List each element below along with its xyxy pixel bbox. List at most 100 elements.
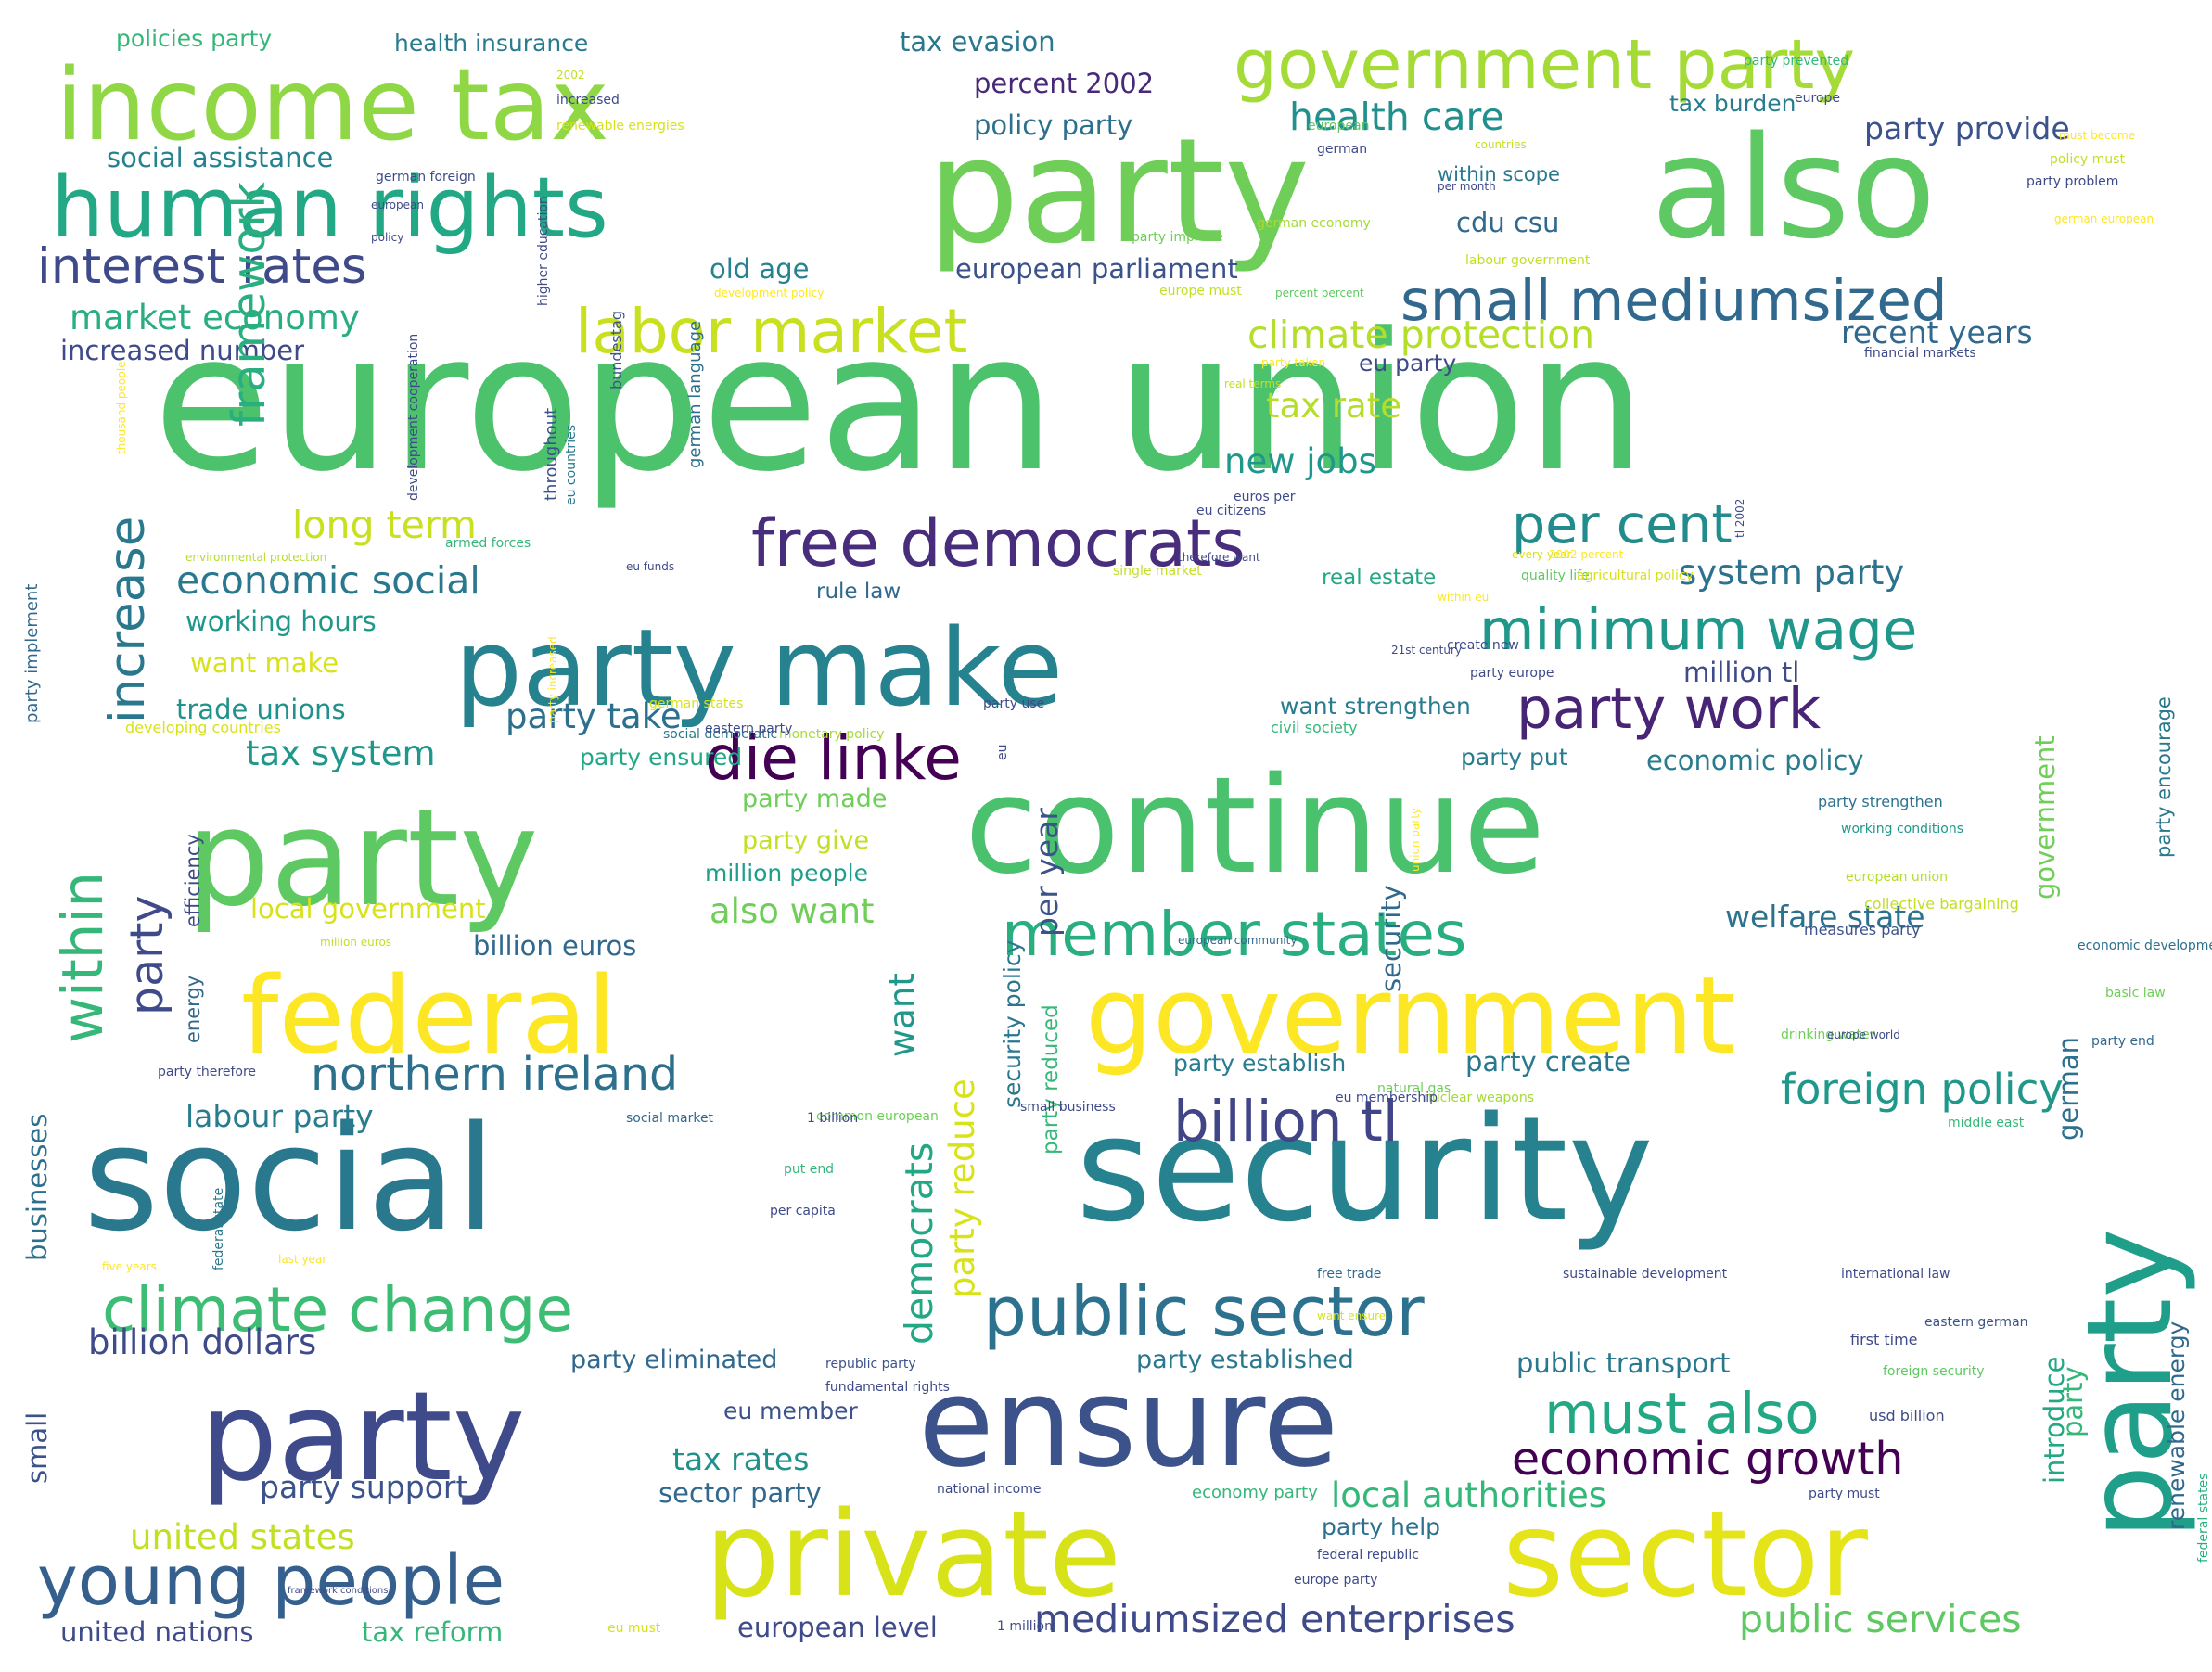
cloud-word-renewable-energies: renewable energies (556, 119, 684, 134)
cloud-word-party-provide: party provide (1864, 110, 2070, 147)
cloud-word-german-states: german states (649, 696, 743, 711)
cloud-word-increased-number: increased number (60, 335, 304, 366)
cloud-word-million-people: million people (705, 860, 868, 887)
cloud-word-party-reduce: party reduce (942, 1079, 982, 1298)
cloud-word-bundestag: bundestag (607, 311, 625, 389)
cloud-word-system-party: system party (1679, 553, 1904, 593)
cloud-word-nuclear-weapons: nuclear weapons (1424, 1091, 1534, 1105)
cloud-word-social-assistance: social assistance (107, 142, 333, 173)
cloud-word-market-economy: market economy (70, 298, 360, 338)
cloud-word-continue: continue (965, 747, 1545, 903)
cloud-word-party-strengthen: party strengthen (1818, 793, 1943, 810)
cloud-word-union-party: union party (1409, 808, 1422, 872)
cloud-word-tl-2002: tl 2002 (1733, 499, 1746, 538)
cloud-word-single-market: single market (1113, 564, 1202, 579)
cloud-word-quality-life: quality life (1521, 568, 1590, 583)
cloud-word-per-month: per month (1438, 180, 1496, 193)
cloud-word-tax-evasion: tax evasion (900, 26, 1055, 57)
cloud-word-sustainable-development: sustainable development (1563, 1267, 1728, 1282)
cloud-word-party-prevented: party prevented (1744, 54, 1848, 69)
cloud-word-party-encourage: party encourage (2153, 696, 2175, 858)
cloud-word-tax-burden: tax burden (1669, 90, 1796, 117)
cloud-word-framework: framework (223, 181, 275, 427)
cloud-word-billion-euros: billion euros (473, 930, 636, 962)
cloud-word-party-taken: party taken (1261, 356, 1325, 369)
cloud-word-civil-society: civil society (1271, 719, 1358, 736)
cloud-word-party-therefore: party therefore (158, 1065, 256, 1079)
cloud-word-federal-states: federal states (2196, 1474, 2211, 1563)
cloud-word-2002: 2002 (556, 69, 585, 82)
cloud-word-eu: eu (995, 745, 1010, 761)
cloud-word-party-end: party end (2091, 1034, 2154, 1049)
cloud-word-local-government: local government (250, 893, 486, 925)
cloud-word-party-eliminated: party eliminated (570, 1346, 777, 1374)
cloud-word-public-transport: public transport (1516, 1347, 1730, 1379)
cloud-word-economy-party: economy party (1192, 1483, 1318, 1502)
cloud-word-security: security (1076, 1085, 1654, 1254)
cloud-word-per-cent: per cent (1512, 494, 1733, 555)
cloud-word-social: social (83, 1094, 496, 1263)
cloud-word-per-year: per year (1029, 808, 1065, 937)
cloud-word-21st-century: 21st century (1391, 644, 1462, 657)
cloud-word-party-improve: party improve (1132, 230, 1223, 245)
cloud-word-drinking-water: drinking water (1781, 1027, 1875, 1042)
cloud-word-democrats: democrats (897, 1142, 941, 1345)
cloud-word-increased: increased (556, 93, 620, 108)
cloud-word-party-help: party help (1322, 1513, 1440, 1540)
cloud-word-increase: increase (99, 517, 156, 723)
cloud-word-party-make: party make (454, 606, 1063, 731)
cloud-word-public-sector: public sector (983, 1272, 1425, 1352)
cloud-word-within-scope: within scope (1438, 163, 1560, 185)
cloud-word-small-mediumsized: small mediumsized (1400, 268, 1948, 334)
cloud-word-new-jobs: new jobs (1224, 441, 1376, 481)
cloud-word-party-must: party must (1809, 1487, 1880, 1501)
cloud-word-2002-percent: 2002 percent (1549, 548, 1624, 561)
cloud-word-free-democrats: free democrats (751, 505, 1246, 581)
cloud-word-five-years: five years (102, 1260, 157, 1273)
cloud-word-middle-east: middle east (1948, 1116, 2025, 1130)
cloud-word-policy: policy (371, 231, 403, 244)
cloud-word-eu-membership: eu membership (1336, 1091, 1438, 1105)
cloud-word-eu-funds: eu funds (626, 560, 674, 573)
cloud-word-armed-forces: armed forces (445, 536, 531, 551)
cloud-word-minimum-wage: minimum wage (1479, 597, 1917, 663)
cloud-word-social-market: social market (626, 1111, 714, 1126)
cloud-word-federal-republic: federal republic (1317, 1548, 1419, 1563)
cloud-word-introduce: introduce (2039, 1357, 2070, 1484)
cloud-word-economic-growth: economic growth (1512, 1433, 1903, 1486)
cloud-word-percent-percent: percent percent (1275, 287, 1364, 300)
cloud-word-cdu-csu: cdu csu (1456, 207, 1559, 238)
cloud-word-german-language: german language (685, 321, 705, 468)
cloud-word-eu-party: eu party (1359, 350, 1456, 377)
cloud-word-economic-policy: economic policy (1646, 745, 1864, 776)
cloud-word-government-party: government party (1234, 25, 1855, 105)
cloud-word-europe-world: europe world (1827, 1028, 1900, 1041)
cloud-word-free-trade: free trade (1317, 1267, 1381, 1282)
cloud-word-environmental-protection: environmental protection (185, 551, 326, 564)
cloud-word-want-make: want make (190, 647, 339, 679)
cloud-word-also: also (1651, 106, 1937, 270)
cloud-word-climate-protection: climate protection (1247, 313, 1594, 357)
cloud-word-party-put: party put (1461, 744, 1568, 771)
cloud-word-european-community: european community (1178, 934, 1297, 947)
cloud-word-eastern-party: eastern party (705, 721, 792, 736)
cloud-word-long-term: long term (292, 503, 477, 547)
cloud-word-put-end: put end (784, 1162, 834, 1177)
cloud-word-human-rights: human rights (51, 160, 608, 257)
cloud-word-basic-law: basic law (2105, 986, 2166, 1001)
cloud-word-welfare-state: welfare state (1725, 899, 1925, 935)
cloud-word-german: german (2052, 1037, 2084, 1141)
cloud-word-fundamental-rights: fundamental rights (825, 1380, 950, 1395)
cloud-word-ensure: ensure (918, 1352, 1338, 1495)
cloud-word-federal-state: federal state (211, 1188, 226, 1270)
cloud-word-developing-countries: developing countries (125, 719, 281, 736)
cloud-word-first-time: first time (1850, 1331, 1918, 1348)
cloud-word-party-made: party made (742, 785, 888, 813)
cloud-word-every-year: every year (1512, 548, 1572, 561)
cloud-word-republic-party: republic party (825, 1357, 916, 1372)
cloud-word-small: small (21, 1412, 53, 1484)
cloud-word-businesses: businesses (21, 1114, 53, 1261)
cloud-word-europe-party: europe party (1294, 1573, 1377, 1588)
cloud-word-party-create: party create (1465, 1046, 1630, 1078)
